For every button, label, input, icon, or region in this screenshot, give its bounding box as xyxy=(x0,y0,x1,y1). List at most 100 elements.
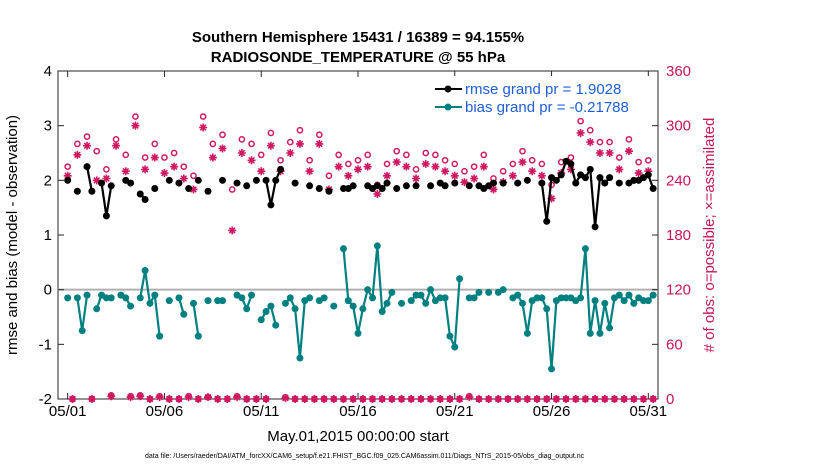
bias-point xyxy=(204,297,212,305)
assimilated-point xyxy=(416,395,425,403)
assimilated-point xyxy=(68,395,77,403)
bias-point xyxy=(596,329,604,337)
assimilated-point xyxy=(436,395,445,403)
rmse-point xyxy=(73,187,81,195)
assimilated-point xyxy=(262,395,271,403)
rmse-point xyxy=(596,174,604,182)
assimilated-point xyxy=(383,171,392,180)
possible-point xyxy=(412,166,420,173)
assimilated-point xyxy=(571,395,580,403)
bias-point xyxy=(64,294,72,302)
rmse-point xyxy=(141,195,149,203)
assimilated-point xyxy=(484,395,493,403)
assimilated-point xyxy=(141,165,150,174)
assimilated-point xyxy=(329,395,338,403)
rmse-point xyxy=(523,176,531,184)
assimilated-point xyxy=(204,393,212,402)
bias-point xyxy=(523,329,531,337)
x-tick-label: 05/21 xyxy=(436,403,474,420)
possible-point xyxy=(393,147,401,155)
assimilated-point xyxy=(629,395,638,403)
assimilated-point xyxy=(354,165,362,174)
bias-point xyxy=(83,291,91,299)
possible-point xyxy=(228,186,236,193)
assimilated-point xyxy=(179,174,188,183)
possible-point xyxy=(267,129,275,137)
legend-bias-marker xyxy=(444,103,452,111)
bias-point xyxy=(606,324,614,332)
assimilated-point xyxy=(131,121,140,130)
assimilated-point xyxy=(257,167,266,176)
bias-point xyxy=(219,297,227,305)
bias-point xyxy=(136,294,144,302)
rmse-point xyxy=(538,179,546,187)
legend-bias-label: bias grand pr = -0.21788 xyxy=(465,99,629,116)
assimilated-point xyxy=(73,150,82,159)
possible-point xyxy=(132,113,139,120)
assimilated-point xyxy=(537,171,546,180)
assimilated-point xyxy=(397,395,406,403)
assimilated-point xyxy=(533,395,542,403)
bias-point xyxy=(514,291,522,299)
bias-point xyxy=(649,291,657,299)
bias-point xyxy=(122,294,130,302)
bias-point xyxy=(369,294,377,302)
y-axis-label-right: # of obs: o=possible; ×=assimilated xyxy=(701,118,718,353)
rmse-point xyxy=(315,185,323,193)
bias-point xyxy=(267,302,275,310)
possible-point xyxy=(586,126,594,134)
assimilated-point xyxy=(378,395,387,403)
assimilated-point xyxy=(213,395,222,403)
assimilated-point xyxy=(184,393,193,402)
rmse-point xyxy=(107,182,115,190)
rmse-point xyxy=(306,182,314,190)
assimilated-point xyxy=(368,395,377,403)
assimilated-point xyxy=(334,162,343,171)
y-tick-label-left: -1 xyxy=(39,336,52,353)
possible-point xyxy=(219,131,226,139)
bias-point xyxy=(286,294,294,302)
assimilated-point xyxy=(644,167,653,176)
possible-point xyxy=(151,140,159,148)
bias-point xyxy=(456,275,464,283)
bias-point xyxy=(630,299,638,307)
bias-point xyxy=(364,286,372,294)
bias-point xyxy=(175,294,183,302)
bias-point xyxy=(577,294,585,302)
possible-point xyxy=(238,135,246,143)
rmse-point xyxy=(465,182,473,190)
bias-point xyxy=(625,291,633,299)
assimilated-point xyxy=(402,162,411,171)
bias-point xyxy=(639,297,647,305)
possible-point xyxy=(93,147,101,155)
bias-point xyxy=(156,332,164,340)
rmse-point xyxy=(349,182,357,190)
bias-point xyxy=(373,242,381,250)
bias-point xyxy=(533,294,541,302)
assimilated-point xyxy=(126,393,135,402)
possible-point xyxy=(306,156,313,164)
rmse-point xyxy=(83,163,91,171)
assimilated-point xyxy=(450,171,459,180)
rmse-point xyxy=(586,165,594,173)
assimilated-point xyxy=(107,392,116,401)
assimilated-point xyxy=(605,149,614,157)
rmse-point xyxy=(233,179,241,187)
rmse-point xyxy=(272,176,280,184)
assimilated-point xyxy=(392,158,401,167)
assimilated-point xyxy=(600,395,609,403)
assimilated-point xyxy=(300,395,309,403)
bias-point xyxy=(470,294,478,302)
rmse-point xyxy=(243,182,251,190)
possible-point xyxy=(161,154,168,161)
bias-point xyxy=(465,294,473,302)
assimilated-point xyxy=(562,395,571,403)
legend-rmse-label: rmse grand pr = 1.9028 xyxy=(465,81,621,98)
possible-point xyxy=(441,156,449,164)
bias-point xyxy=(436,294,444,302)
rmse-point xyxy=(252,176,260,184)
rmse-point xyxy=(277,165,285,173)
assimilated-point xyxy=(412,174,421,183)
assimilated-point xyxy=(542,395,551,403)
